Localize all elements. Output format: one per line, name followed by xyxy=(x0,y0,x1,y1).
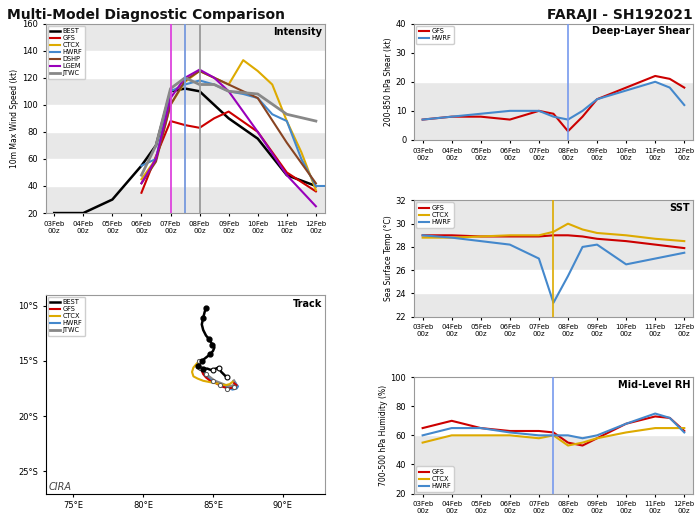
Legend: BEST, GFS, CTCX, HWRF, DSHP, LGEM, JTWC: BEST, GFS, CTCX, HWRF, DSHP, LGEM, JTWC xyxy=(48,26,85,79)
Bar xyxy=(46,105,325,132)
Text: Deep-Layer Shear: Deep-Layer Shear xyxy=(592,26,690,36)
Text: FARAJI - SH192021: FARAJI - SH192021 xyxy=(547,8,693,22)
Y-axis label: 10m Max Wind Speed (kt): 10m Max Wind Speed (kt) xyxy=(10,69,19,168)
Text: SST: SST xyxy=(670,203,690,213)
Legend: BEST, GFS, CTCX, HWRF, JTWC: BEST, GFS, CTCX, HWRF, JTWC xyxy=(48,297,85,336)
Legend: GFS, CTCX, HWRF: GFS, CTCX, HWRF xyxy=(416,466,454,491)
Y-axis label: Sea Surface Temp (°C): Sea Surface Temp (°C) xyxy=(384,216,393,301)
Bar xyxy=(414,270,693,293)
Text: CIRA: CIRA xyxy=(48,481,71,491)
Y-axis label: 200-850 hPa Shear (kt): 200-850 hPa Shear (kt) xyxy=(384,37,393,126)
Text: Track: Track xyxy=(293,299,322,309)
Y-axis label: 700-500 hPa Humidity (%): 700-500 hPa Humidity (%) xyxy=(379,385,388,486)
Legend: GFS, CTCX, HWRF: GFS, CTCX, HWRF xyxy=(416,203,454,228)
Legend: GFS, HWRF: GFS, HWRF xyxy=(416,26,454,44)
Text: Intensity: Intensity xyxy=(273,27,322,37)
Bar xyxy=(46,51,325,78)
Bar xyxy=(46,159,325,186)
Bar xyxy=(414,377,693,435)
Bar xyxy=(414,24,693,82)
Text: Multi-Model Diagnostic Comparison: Multi-Model Diagnostic Comparison xyxy=(7,8,285,22)
Text: Mid-Level RH: Mid-Level RH xyxy=(617,380,690,390)
